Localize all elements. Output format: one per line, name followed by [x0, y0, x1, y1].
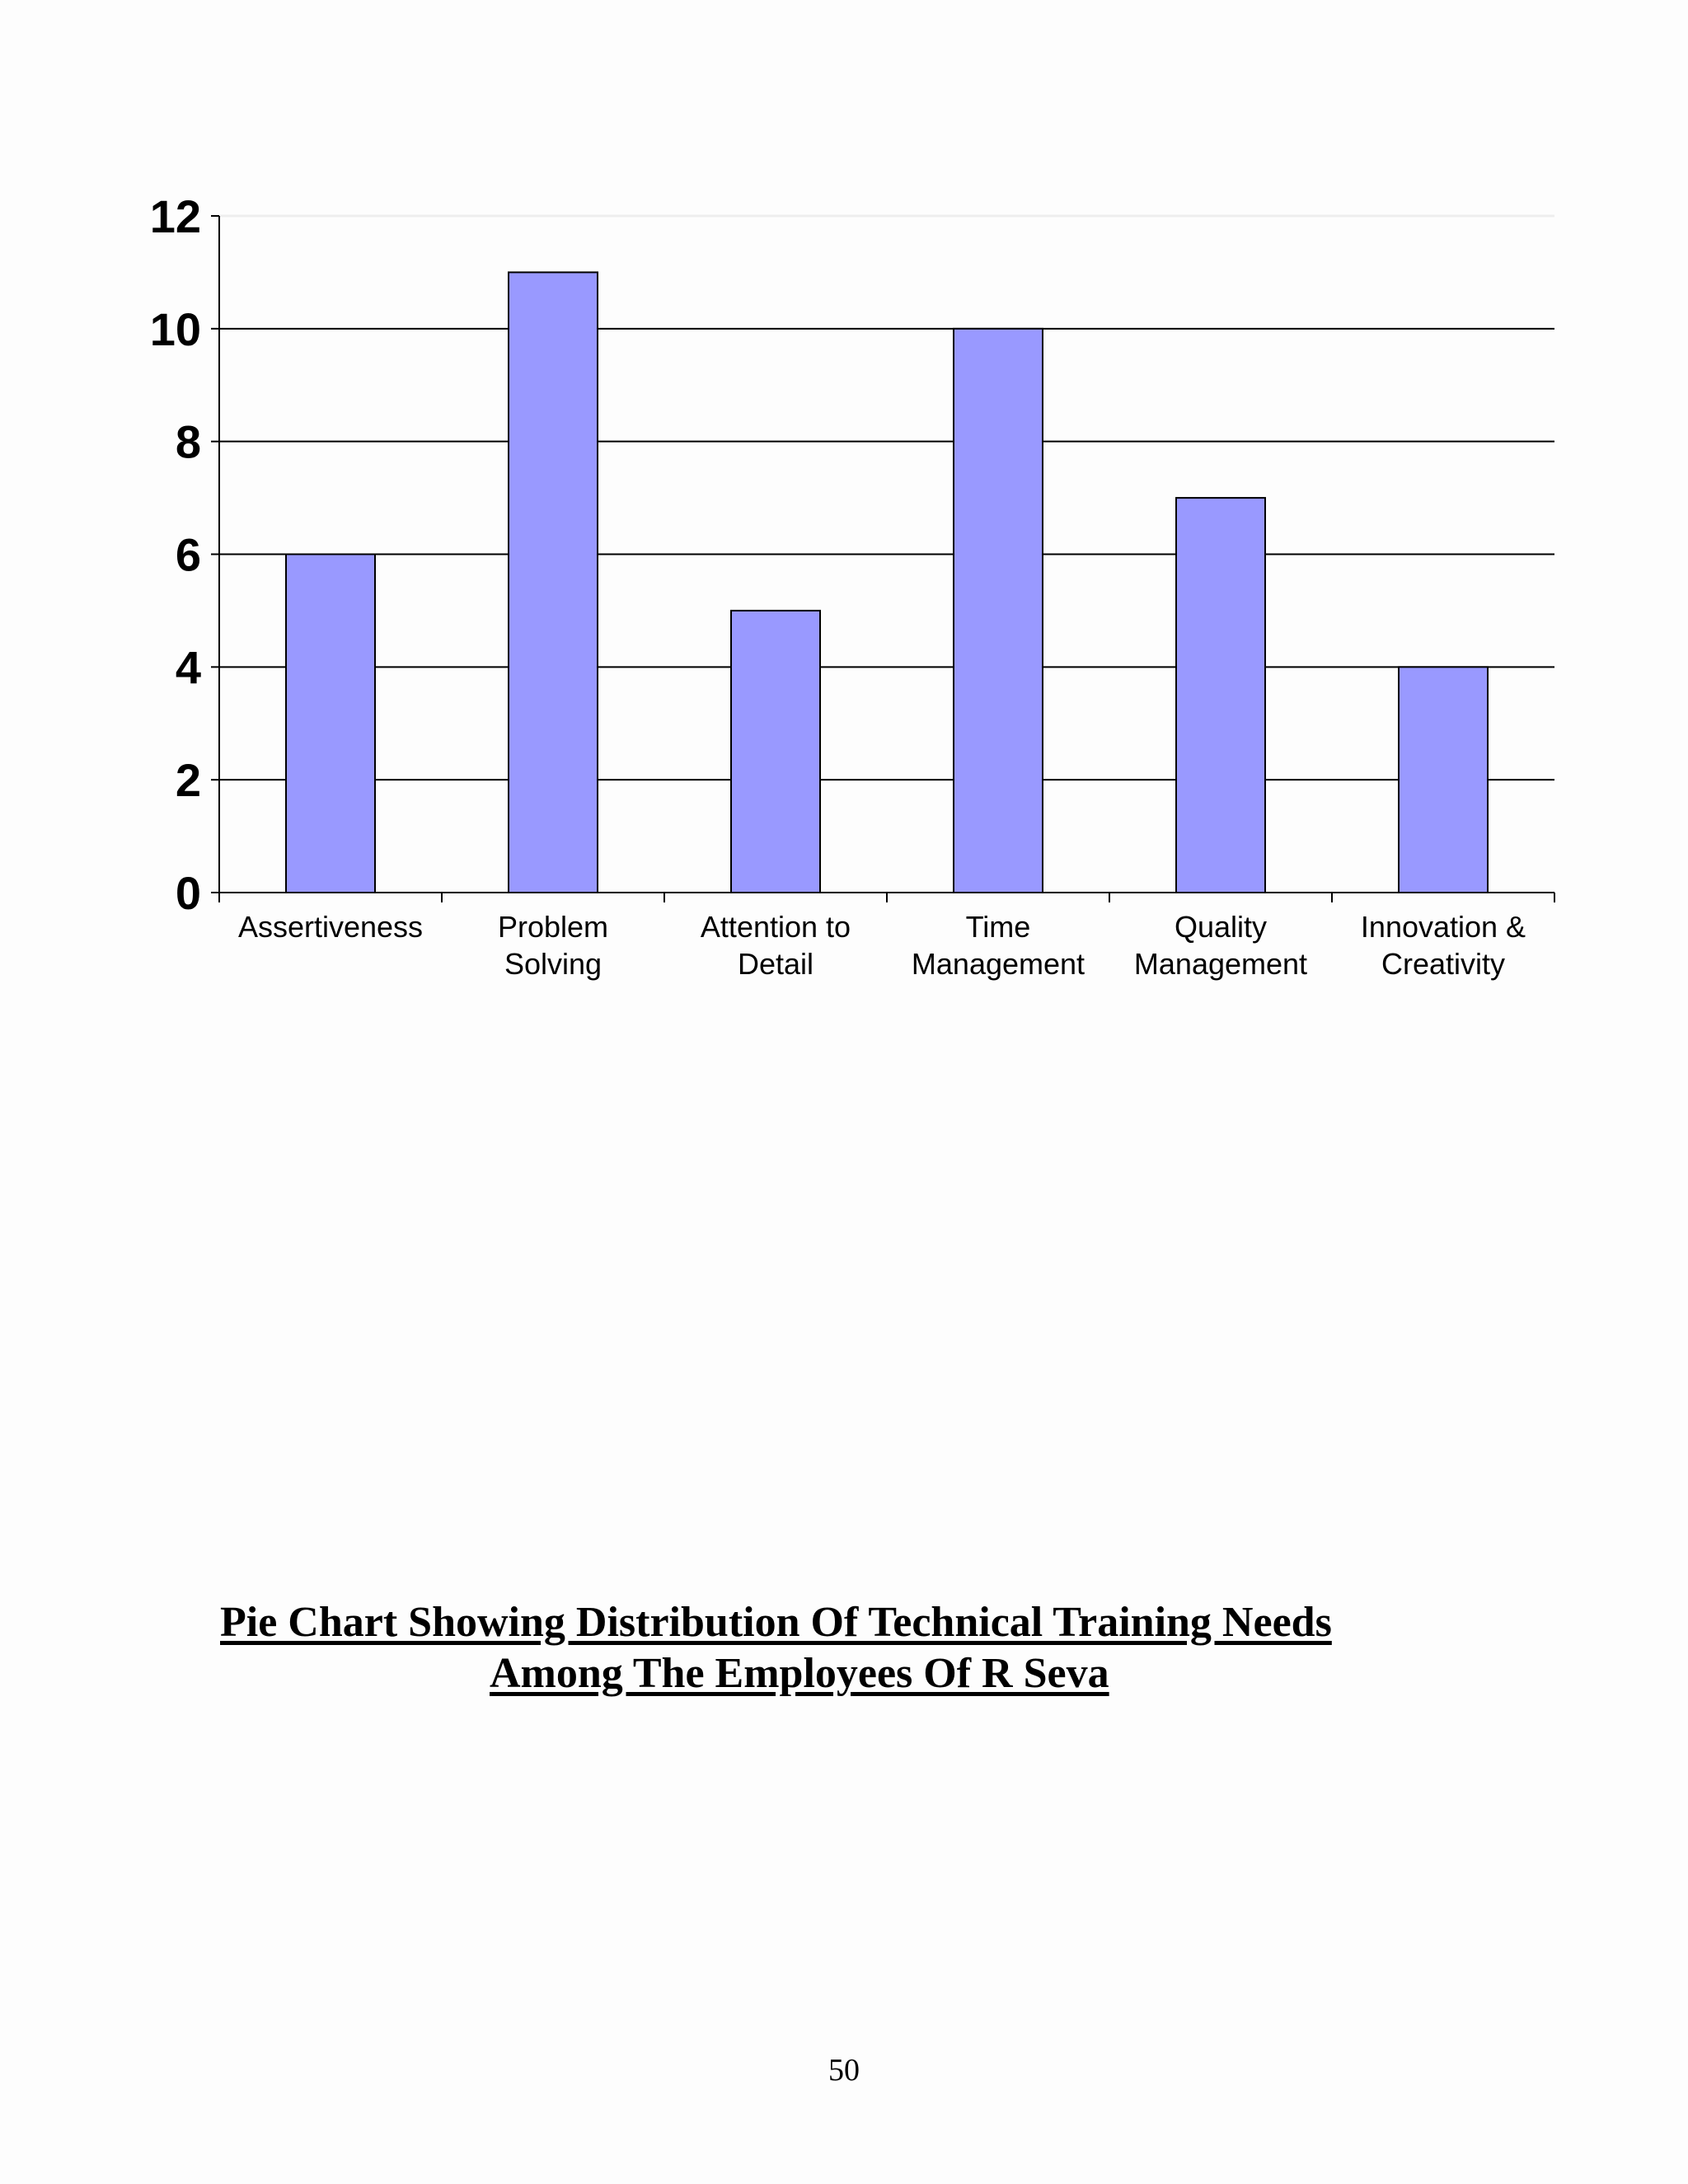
y-tick-label: 0 — [176, 867, 201, 919]
x-category-label: Detail — [738, 947, 814, 981]
bar — [508, 271, 598, 893]
y-tick-label: 12 — [150, 190, 201, 242]
bar — [730, 609, 821, 894]
caption-line-1: Pie Chart Showing Distribution Of Techni… — [220, 1599, 1332, 1646]
y-tick-label: 10 — [150, 303, 201, 355]
x-category-label: Attention to — [701, 910, 851, 944]
y-tick-label: 8 — [176, 416, 201, 468]
x-category-label: Solving — [504, 947, 602, 981]
x-category-label: Management — [1134, 947, 1307, 981]
y-tick-label: 2 — [176, 754, 201, 806]
bar — [953, 327, 1043, 894]
x-category-label: Time — [966, 910, 1031, 944]
page-number: 50 — [828, 2053, 860, 2088]
x-category-label: Management — [912, 947, 1085, 981]
caption-line-2: Among The Employees Of R Seva — [490, 1650, 1109, 1697]
x-category-label: Creativity — [1381, 947, 1505, 981]
y-tick-label: 6 — [176, 529, 201, 581]
x-category-label: Assertiveness — [238, 910, 423, 944]
y-tick-label: 4 — [176, 641, 201, 693]
bar — [1175, 497, 1266, 893]
x-category-label: Problem — [498, 910, 608, 944]
bar — [1398, 666, 1489, 893]
x-category-label: Quality — [1175, 910, 1267, 944]
bar — [285, 553, 376, 893]
chart-caption: Pie Chart Showing Distribution Of Techni… — [0, 1597, 1688, 1699]
x-category-label: Innovation & — [1361, 910, 1526, 944]
